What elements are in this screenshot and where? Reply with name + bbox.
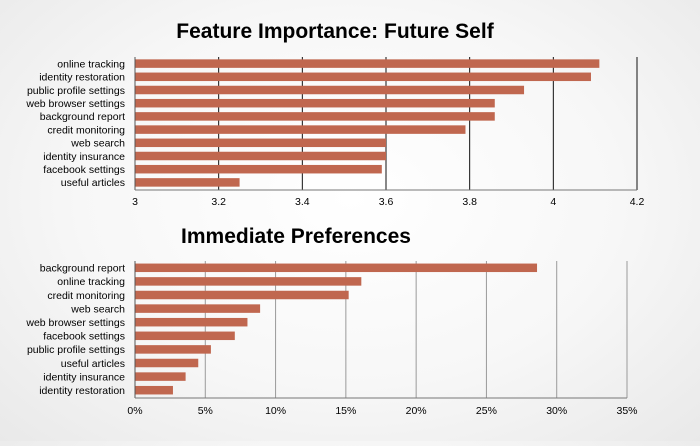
bar: [135, 317, 248, 327]
category-label: public profile settings: [27, 85, 125, 97]
category-label: web search: [70, 138, 125, 150]
tick-label: 4.2: [630, 196, 645, 208]
bar: [135, 372, 186, 381]
category-label: facebook settings: [43, 164, 125, 176]
bar: [135, 263, 538, 273]
bar: [135, 345, 211, 354]
bar: [135, 98, 495, 108]
tick-label: 5%: [198, 405, 213, 417]
bar: [135, 151, 386, 161]
category-label: identity insurance: [43, 151, 125, 163]
bar: [135, 331, 235, 341]
category-label: online tracking: [57, 276, 125, 288]
category-label: identity insurance: [43, 371, 125, 383]
chart-title: Feature Importance: Future Self: [176, 20, 494, 43]
bar: [135, 72, 591, 82]
tick-label: 3.2: [211, 196, 226, 208]
category-label: identity restoration: [39, 385, 125, 397]
tick-label: 10%: [265, 405, 286, 417]
bar: [135, 290, 349, 300]
category-label: identity restoration: [39, 72, 125, 84]
chart-title: Immediate Preferences: [181, 225, 411, 248]
tick-label: 3: [132, 196, 138, 208]
bar: [135, 59, 600, 68]
bar: [135, 125, 466, 134]
category-label: web search: [70, 303, 125, 315]
category-label: background report: [40, 263, 125, 275]
tick-label: 15%: [335, 405, 356, 417]
category-label: credit monitoring: [47, 290, 125, 302]
bar: [135, 358, 199, 368]
tick-label: 3.6: [379, 196, 394, 208]
tick-label: 0%: [127, 405, 142, 417]
tick-label: 20%: [406, 405, 427, 417]
bar: [135, 138, 386, 148]
tick-label: 4: [550, 196, 556, 208]
category-label: online tracking: [57, 58, 125, 70]
category-label: facebook settings: [43, 331, 125, 343]
category-label: public profile settings: [27, 344, 125, 356]
category-label: web browser settings: [25, 98, 125, 110]
bar: [135, 85, 525, 95]
bar: [135, 385, 173, 395]
tick-label: 35%: [616, 405, 637, 417]
category-label: useful articles: [61, 177, 125, 189]
category-label: background report: [40, 111, 125, 123]
bar: [135, 164, 382, 174]
tick-label: 30%: [546, 405, 567, 417]
tick-label: 3.8: [462, 196, 477, 208]
category-label: credit monitoring: [47, 124, 125, 136]
bar: [135, 277, 362, 286]
category-label: useful articles: [61, 358, 125, 370]
tick-label: 3.4: [295, 196, 310, 208]
bar: [135, 178, 240, 187]
category-label: web browser settings: [25, 317, 125, 329]
chart-2: Immediate Preferences background reporton…: [25, 225, 637, 417]
chart-1: Feature Importance: Future Self online tr…: [25, 20, 644, 208]
bar: [135, 304, 261, 313]
tick-label: 25%: [476, 405, 497, 417]
bar: [135, 112, 495, 121]
